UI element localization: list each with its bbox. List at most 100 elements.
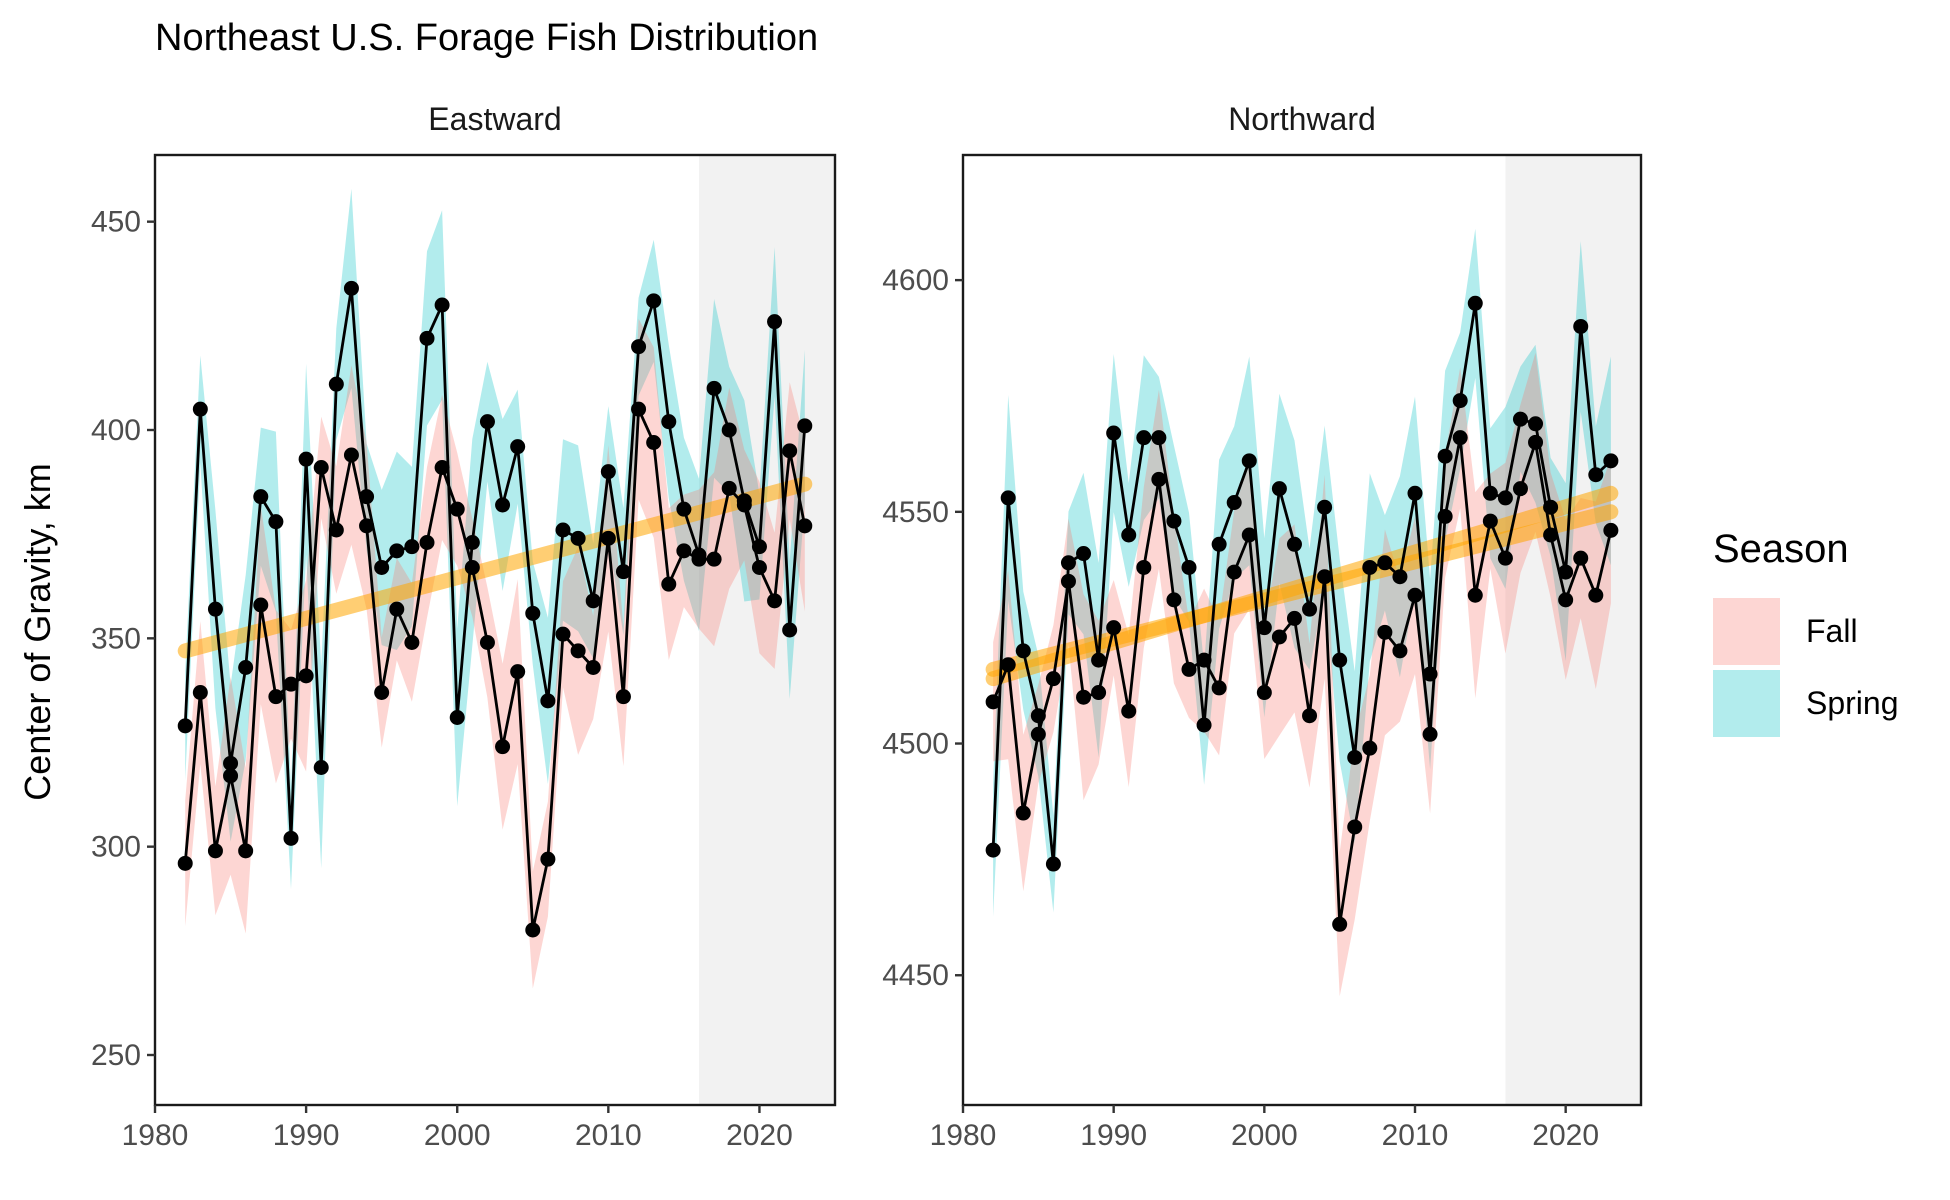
fall-point — [615, 689, 631, 705]
spring-point — [1136, 430, 1152, 446]
x-tick-label: 2000 — [1231, 1119, 1298, 1152]
spring-point — [555, 522, 571, 538]
fall-point — [751, 560, 767, 575]
spring-point — [238, 660, 254, 675]
spring-point — [985, 842, 1001, 858]
spring-point — [449, 710, 465, 725]
fall-point — [1482, 513, 1498, 529]
fall-point — [661, 576, 677, 592]
spring-point — [1497, 490, 1513, 506]
spring-point — [434, 297, 450, 313]
fall-point — [985, 694, 1001, 710]
fall-point — [1226, 564, 1242, 580]
x-tick-label: 2020 — [1532, 1119, 1599, 1152]
fall-point — [1136, 559, 1152, 575]
fall-point — [1437, 508, 1453, 524]
spring-point — [1045, 856, 1061, 872]
fall-point — [1015, 805, 1031, 821]
spring-point — [1000, 490, 1016, 506]
y-tick-label: 250 — [91, 1039, 141, 1072]
spring-point — [1271, 481, 1287, 497]
spring-point — [1226, 495, 1242, 511]
fall-point — [253, 597, 269, 613]
legend-key-fall — [1713, 598, 1780, 665]
x-tick-label: 1990 — [273, 1119, 340, 1152]
y-tick-label: 350 — [91, 622, 141, 655]
spring-point — [1437, 448, 1453, 464]
fall-point — [1422, 726, 1438, 742]
spring-point — [1256, 620, 1272, 636]
spring-point — [343, 280, 359, 296]
fall-point — [600, 530, 616, 546]
spring-point — [1452, 393, 1468, 409]
y-tick-label: 4600 — [882, 264, 949, 297]
fall-point — [192, 685, 208, 700]
fall-point — [1076, 689, 1092, 705]
spring-point — [1573, 318, 1589, 334]
legend: Season Fall Spring — [1713, 527, 1899, 737]
fall-point — [540, 851, 556, 867]
spring-point — [313, 760, 329, 775]
fall-point — [1573, 550, 1589, 566]
fall-point — [313, 460, 329, 475]
spring-point — [600, 464, 616, 480]
spring-point — [464, 535, 480, 550]
fall-point — [223, 768, 239, 784]
fall-point — [1467, 587, 1483, 603]
fall-point — [343, 447, 359, 463]
fall-point — [525, 922, 541, 938]
fall-point — [1302, 708, 1318, 724]
spring-point — [268, 514, 284, 530]
fall-point — [1558, 592, 1574, 608]
x-tick-label: 2020 — [726, 1119, 793, 1152]
spring-point — [1377, 555, 1393, 571]
fall-point — [495, 739, 511, 755]
fall-point — [434, 460, 450, 475]
spring-point — [1076, 546, 1092, 562]
spring-point — [646, 293, 662, 309]
spring-point — [615, 564, 631, 580]
fall-point — [268, 689, 284, 705]
fall-point — [298, 668, 314, 684]
spring-point — [661, 414, 677, 430]
fall-point — [359, 518, 375, 534]
spring-point — [1181, 559, 1197, 575]
fall-point — [238, 843, 254, 859]
fall-point — [283, 676, 299, 692]
spring-point — [374, 560, 390, 575]
fall-point — [631, 401, 647, 417]
spring-point — [510, 439, 526, 455]
fall-point — [1317, 569, 1333, 585]
panel-border — [153, 153, 837, 1107]
fall-point — [767, 593, 783, 609]
spring-point — [585, 593, 601, 609]
spring-point — [1302, 601, 1318, 617]
fall-point — [1407, 587, 1423, 603]
x-tick-label: 1990 — [1080, 1119, 1147, 1152]
fall-point — [1196, 652, 1212, 668]
y-tick-label: 4500 — [882, 728, 949, 761]
fall-point — [510, 664, 526, 680]
spring-point — [767, 314, 783, 330]
spring-point — [1528, 416, 1544, 432]
spring-point — [721, 422, 737, 438]
spring-point — [479, 414, 495, 430]
fall-point — [691, 551, 707, 567]
fall-point — [1332, 916, 1348, 932]
spring-point — [525, 605, 541, 621]
spring-point — [404, 539, 420, 555]
y-tick-label: 4450 — [882, 959, 949, 992]
spring-point — [1332, 652, 1348, 668]
spring-point — [1603, 453, 1619, 469]
y-axis-label: Center of Gravity, km — [17, 463, 58, 800]
spring-point — [797, 418, 813, 434]
spring-point — [1015, 643, 1031, 659]
fall-point — [555, 626, 571, 642]
spring-line — [183, 286, 807, 840]
spring-point — [389, 543, 405, 559]
x-tick-label: 2000 — [424, 1119, 491, 1152]
y-tick-label: 450 — [91, 206, 141, 239]
fall-point — [1060, 573, 1076, 589]
spring-point — [283, 830, 299, 846]
fall-point — [1362, 740, 1378, 756]
